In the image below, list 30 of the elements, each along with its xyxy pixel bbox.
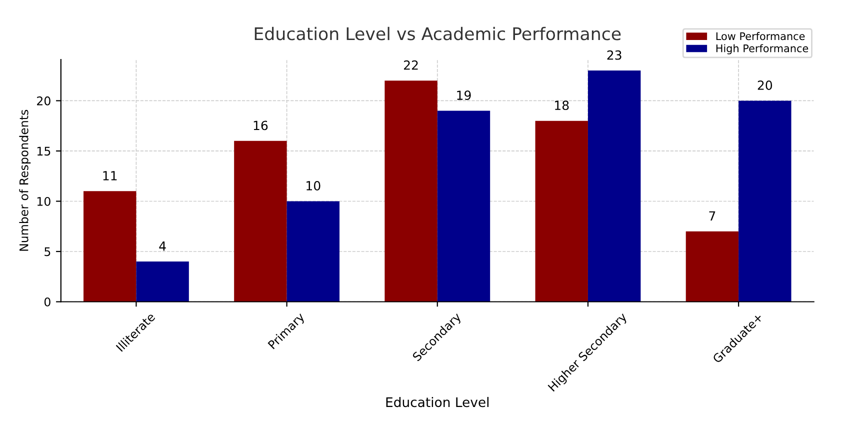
y-tick-label: 5 — [44, 247, 50, 256]
data-label: 10 — [306, 181, 320, 190]
data-label: 7 — [709, 211, 716, 220]
data-label: 20 — [758, 80, 772, 90]
y-tick-label: 15 — [37, 146, 50, 156]
bar — [384, 80, 438, 302]
bar — [286, 201, 340, 302]
bar — [535, 120, 588, 302]
data-label: 16 — [254, 120, 268, 130]
legend-label: High Performance — [716, 44, 808, 54]
bar — [588, 70, 641, 302]
bar — [136, 262, 189, 302]
bar — [84, 191, 136, 302]
legend-label: Low Performance — [716, 32, 805, 40]
data-label: 11 — [103, 171, 117, 180]
bar — [686, 231, 739, 302]
y-tick-label: 0 — [44, 297, 50, 306]
bar — [234, 140, 287, 302]
x-axis-title: Education Level — [386, 396, 488, 408]
data-label: 22 — [404, 60, 418, 70]
chart-title: Education Level vs Academic Performance — [254, 26, 621, 40]
y-tick-label: 10 — [37, 196, 50, 206]
data-label: 4 — [159, 241, 166, 251]
data-label: 23 — [607, 50, 622, 60]
bar — [738, 100, 792, 302]
data-label: 19 — [457, 90, 471, 100]
bar — [437, 110, 490, 302]
y-tick-label: 20 — [37, 96, 50, 106]
data-label: 18 — [555, 100, 569, 110]
y-axis-title: Number of Respondents — [19, 110, 31, 251]
